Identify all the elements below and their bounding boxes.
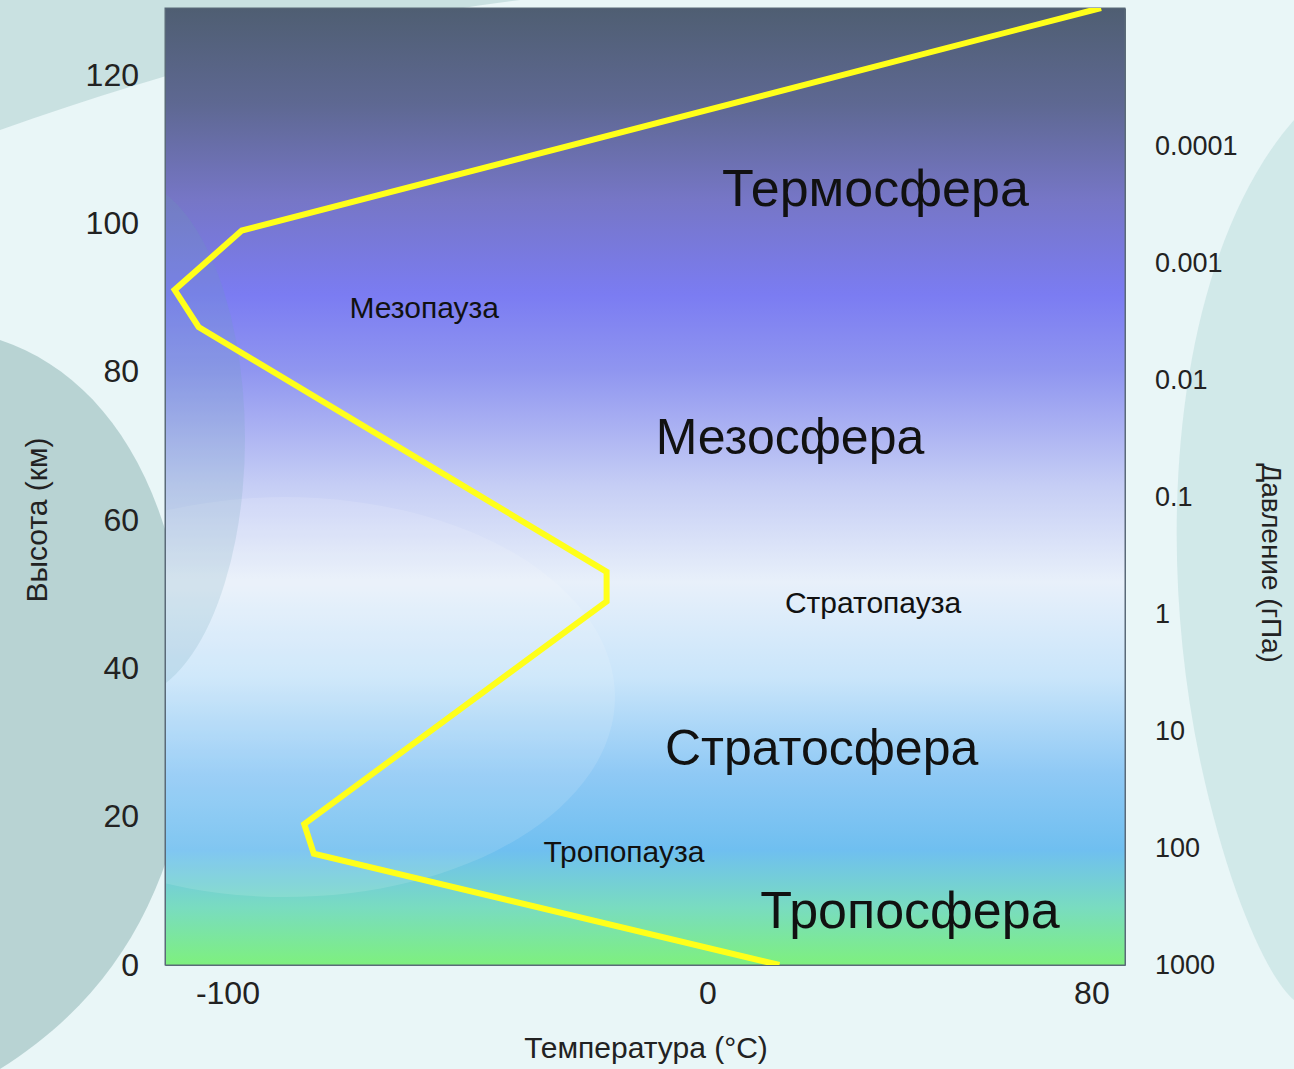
tick-label: 100 <box>86 205 139 241</box>
layer-label: Тропопауза <box>543 835 704 868</box>
tick: 1 <box>1125 599 1170 629</box>
tick: 0.01 <box>1125 365 1208 395</box>
y2-axis: 1000 100 10 1 0.1 0.01 0.001 0.0001 <box>1125 9 1238 981</box>
plot-background <box>165 8 1125 965</box>
tick-label: 100 <box>1155 833 1200 863</box>
axis-line <box>166 965 1126 966</box>
chart: Термосфера Мезопауза Мезосфера Стратопауза С… <box>0 0 1294 1069</box>
layer-label: Стратопауза <box>785 586 962 619</box>
tick: 0 <box>699 965 717 1011</box>
tick-label: 60 <box>103 502 139 538</box>
annotations: Термосфера Мезопауза Мезосфера Стратопауза С… <box>349 159 1059 939</box>
x-axis: -100 0 80 <box>166 965 1126 1011</box>
temperature-line <box>175 8 1101 965</box>
y-axis-title: Высота (км) <box>20 437 53 602</box>
tick-label: 0 <box>699 975 717 1011</box>
tick: 80 <box>103 353 165 389</box>
decor-shape <box>165 179 245 699</box>
tick: 1000 <box>1125 950 1215 980</box>
y-axis: 0 20 40 60 80 100 120 <box>86 9 166 983</box>
tick: 0.0001 <box>1125 131 1238 161</box>
layer-label: Стратосфера <box>665 720 978 776</box>
tick-label: -100 <box>196 975 260 1011</box>
tick-label: 0.0001 <box>1155 131 1238 161</box>
tick: 40 <box>103 650 165 686</box>
tick-label: 1 <box>1155 599 1170 629</box>
layer-label: Мезопауза <box>349 291 499 324</box>
x-axis-title: Температура (°C) <box>524 1031 768 1064</box>
tick: 80 <box>1074 965 1110 1011</box>
tick-label: 0.001 <box>1155 248 1223 278</box>
tick: 0.1 <box>1125 482 1193 512</box>
plot-frame <box>165 8 1125 965</box>
tick: 20 <box>103 798 165 834</box>
tick-label: 10 <box>1155 716 1185 746</box>
tick: 120 <box>86 57 165 93</box>
tick: 100 <box>86 205 165 241</box>
tick: 10 <box>1125 716 1185 746</box>
tick-label: 80 <box>103 353 139 389</box>
layer-label: Тропосфера <box>760 881 1059 939</box>
layer-label: Мезосфера <box>656 409 925 465</box>
tick: 0.001 <box>1125 248 1223 278</box>
tick-label: 120 <box>86 57 139 93</box>
y2-axis-title: Давление (гПа) <box>1256 463 1287 663</box>
layer-label: Термосфера <box>722 159 1029 217</box>
tick-label: 40 <box>103 650 139 686</box>
background-decor <box>0 0 1294 1069</box>
decor-shape <box>0 340 191 1069</box>
tick-label: 80 <box>1074 975 1110 1011</box>
data-area <box>175 8 1101 965</box>
tick-label: 0.1 <box>1155 482 1193 512</box>
tick-label: 1000 <box>1155 950 1215 980</box>
tick-label: 0 <box>121 947 139 983</box>
axis-line <box>1125 9 1126 966</box>
tick: 60 <box>103 502 165 538</box>
tick: 0 <box>121 947 165 983</box>
tick-label: 0.01 <box>1155 365 1208 395</box>
tick-label: 20 <box>103 798 139 834</box>
axis-line <box>165 9 166 966</box>
tick: 100 <box>1125 833 1200 863</box>
tick: -100 <box>196 965 260 1011</box>
